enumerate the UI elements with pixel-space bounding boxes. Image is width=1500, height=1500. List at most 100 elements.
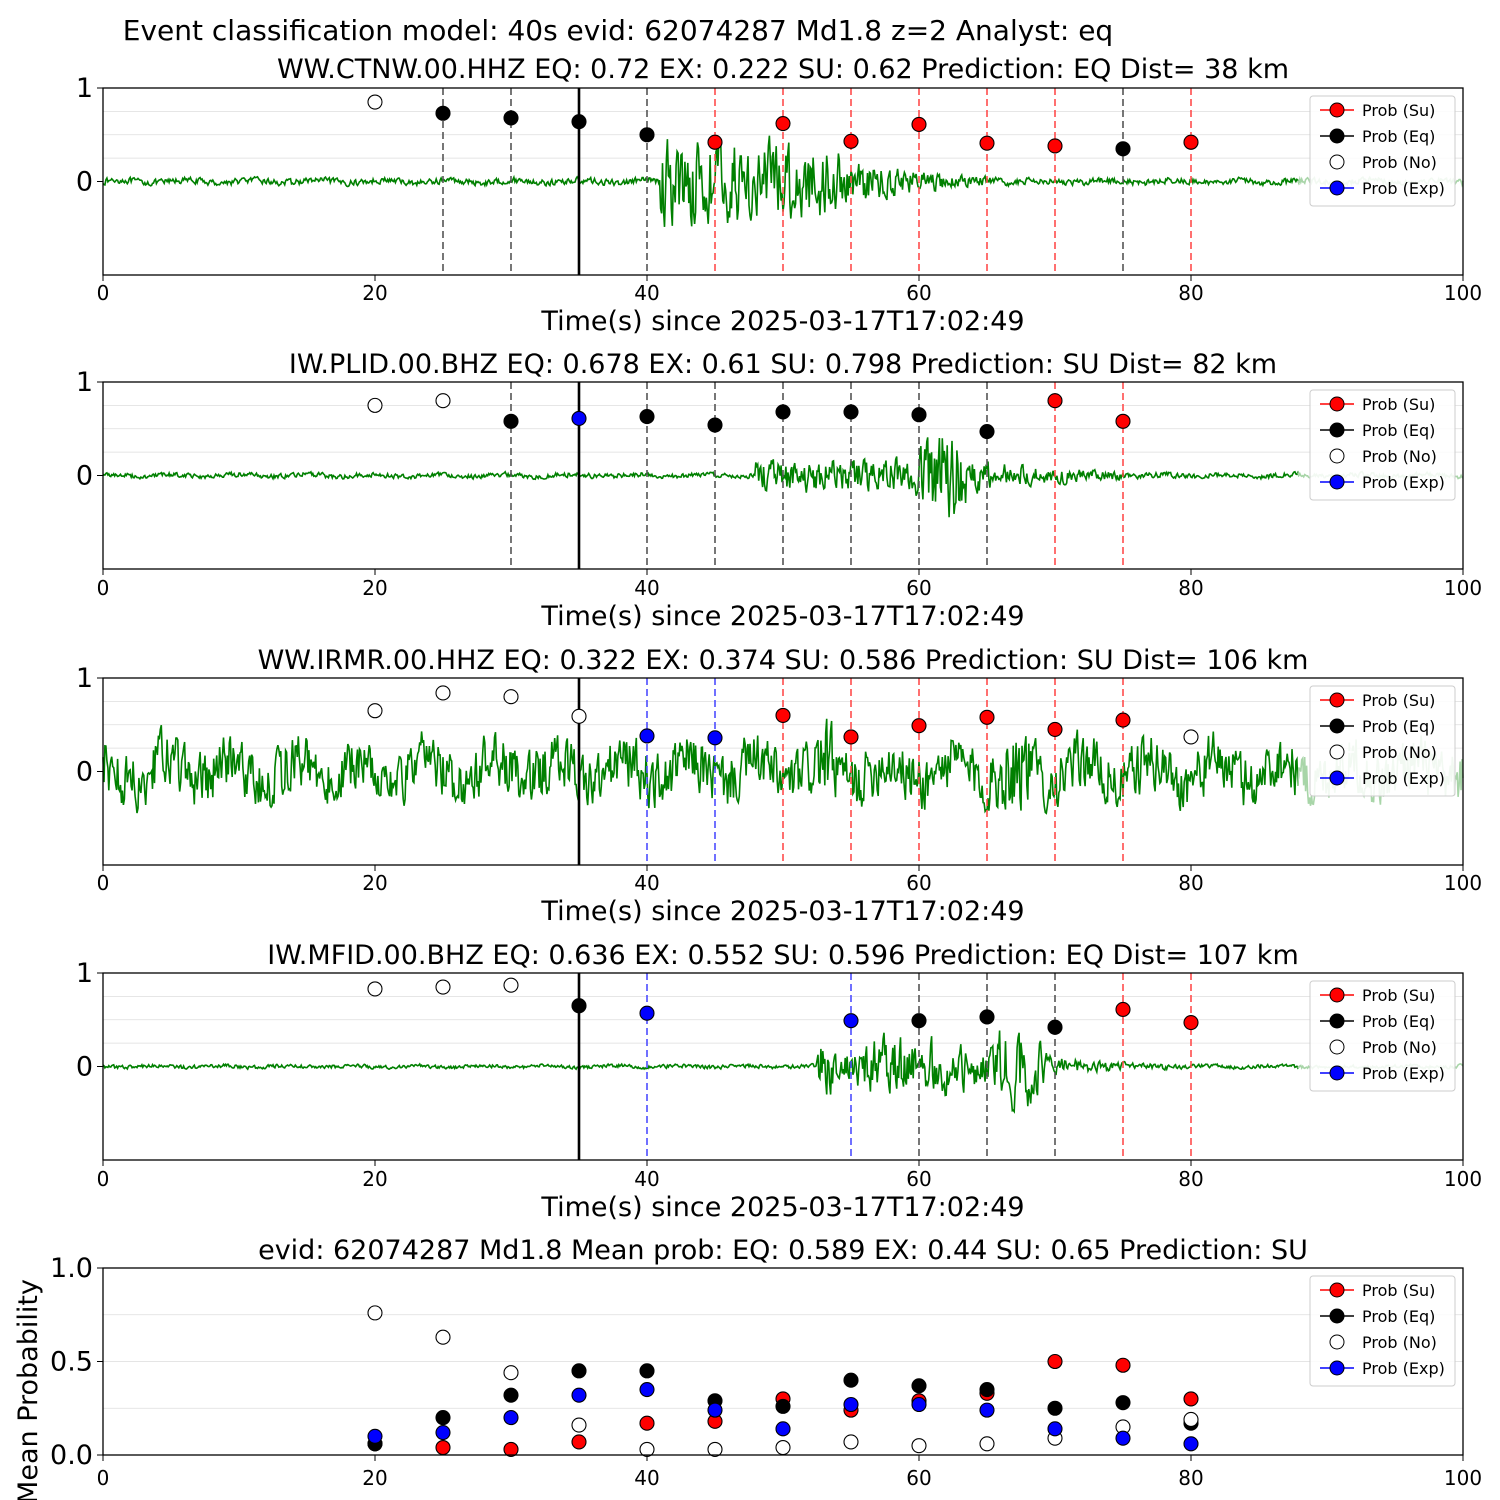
- x-tick-label: 80: [1178, 576, 1203, 600]
- x-tick-label: 40: [634, 1167, 659, 1191]
- legend-marker: [1329, 1308, 1345, 1324]
- mean-prob-point-eq: [979, 1382, 995, 1398]
- y-tick-label: 1: [76, 73, 93, 104]
- x-tick-label: 20: [362, 281, 387, 305]
- mean-prob-point-no: [979, 1436, 995, 1452]
- waveform-trace: [102, 1030, 1301, 1114]
- prob-point-su: [843, 133, 859, 149]
- x-axis-label: Time(s) since 2025-03-17T17:02:49: [540, 306, 1024, 337]
- legend-marker: [1329, 102, 1345, 118]
- prob-point-no: [503, 689, 519, 705]
- prob-point-no: [435, 393, 451, 409]
- prob-point-exp: [571, 410, 587, 427]
- legend-marker: [1329, 1334, 1345, 1350]
- panel-5: evid: 62074287 Md1.8 Mean prob: EQ: 0.58…: [13, 1235, 1482, 1500]
- waveform-trace: [102, 135, 1301, 227]
- mean-prob-point-exp: [1115, 1430, 1131, 1446]
- mean-prob-point-exp: [843, 1396, 859, 1413]
- mean-prob-point-no: [911, 1438, 927, 1454]
- prob-point-no: [435, 685, 451, 701]
- mean-prob-point-exp: [571, 1387, 587, 1403]
- prob-point-eq: [911, 1013, 927, 1029]
- prob-point-su: [775, 707, 791, 723]
- prob-point-exp: [639, 1005, 655, 1021]
- prob-point-su: [911, 718, 927, 734]
- prob-point-no: [367, 94, 383, 110]
- mean-prob-point-exp: [979, 1402, 995, 1418]
- legend-label: Prob (Eq): [1362, 421, 1435, 440]
- legend-label: Prob (No): [1362, 1038, 1437, 1057]
- x-tick-label: 40: [634, 576, 659, 600]
- y-tick-label: 0: [76, 461, 93, 492]
- prob-point-eq: [1047, 1019, 1063, 1035]
- mean-prob-point-su: [571, 1434, 587, 1450]
- prob-point-su: [707, 134, 723, 150]
- mean-prob-point-exp: [1047, 1421, 1063, 1437]
- prob-point-eq: [639, 127, 655, 143]
- y-tick-label: 1.0: [50, 1253, 93, 1284]
- mean-prob-point-exp: [639, 1382, 655, 1398]
- prob-point-su: [979, 135, 995, 151]
- mean-prob-point-eq: [571, 1363, 587, 1379]
- prob-point-exp: [707, 730, 723, 746]
- legend-label: Prob (Eq): [1362, 1012, 1435, 1031]
- x-tick-label: 20: [362, 576, 387, 600]
- panel-4: IW.MFID.00.BHZ EQ: 0.636 EX: 0.552 SU: 0…: [76, 940, 1482, 1223]
- x-tick-label: 0: [97, 576, 110, 600]
- legend-marker: [1329, 744, 1345, 760]
- figure-suptitle: Event classification model: 40s evid: 62…: [123, 14, 1113, 47]
- legend-label: Prob (Su): [1362, 1281, 1435, 1300]
- legend-label: Prob (Su): [1362, 395, 1435, 414]
- legend-box: [1309, 95, 1456, 207]
- legend-marker: [1329, 422, 1345, 438]
- legend-marker: [1329, 396, 1345, 412]
- prob-point-exp: [639, 728, 655, 744]
- prob-point-eq: [1115, 141, 1131, 157]
- x-tick-label: 60: [906, 1466, 931, 1490]
- legend-box: [1309, 980, 1456, 1092]
- x-tick-label: 0: [97, 1167, 110, 1191]
- prob-point-su: [1183, 1015, 1199, 1031]
- prob-point-eq: [639, 409, 655, 425]
- y-tick-label: 0.0: [50, 1440, 93, 1471]
- legend-marker: [1329, 448, 1345, 464]
- legend-marker: [1329, 987, 1345, 1003]
- prob-point-su: [775, 115, 791, 132]
- mean-prob-point-exp: [435, 1425, 451, 1441]
- x-tick-label: 40: [634, 871, 659, 895]
- legend-marker: [1329, 154, 1345, 170]
- mean-prob-point-exp: [1183, 1436, 1199, 1452]
- prob-point-su: [1047, 138, 1063, 154]
- legend-label: Prob (Eq): [1362, 127, 1435, 146]
- y-tick-label: 1: [76, 663, 93, 694]
- mean-prob-point-eq: [1047, 1400, 1063, 1416]
- legend-label: Prob (Su): [1362, 986, 1435, 1005]
- mean-prob-point-eq: [1115, 1395, 1131, 1411]
- y-tick-label: 0: [76, 757, 93, 788]
- x-tick-label: 20: [362, 1466, 387, 1490]
- mean-prob-point-su: [503, 1441, 519, 1457]
- mean-prob-point-exp: [775, 1421, 791, 1437]
- legend-label: Prob (No): [1362, 743, 1437, 762]
- legend-label: Prob (Exp): [1362, 1359, 1445, 1378]
- prob-point-eq: [911, 407, 927, 423]
- y-tick-label: 0.5: [50, 1347, 93, 1378]
- legend-marker: [1329, 1013, 1345, 1029]
- legend-marker: [1329, 692, 1345, 708]
- mean-prob-point-no: [435, 1329, 451, 1345]
- mean-prob-point-exp: [503, 1410, 519, 1426]
- x-tick-label: 20: [362, 871, 387, 895]
- legend-label: Prob (Su): [1362, 691, 1435, 710]
- x-axis-label: Time(s) since 2025-03-17T17:02:49: [540, 601, 1024, 632]
- prob-point-eq: [503, 413, 519, 429]
- legend-label: Prob (Su): [1362, 101, 1435, 120]
- prob-point-eq: [571, 998, 587, 1014]
- legend-marker: [1329, 718, 1345, 734]
- x-axis-label: Time(s) since 2025-03-17T17:02:49: [540, 896, 1024, 927]
- legend-label: Prob (Exp): [1362, 1064, 1445, 1083]
- x-tick-label: 80: [1178, 1466, 1203, 1490]
- prob-point-eq: [707, 417, 723, 433]
- x-tick-label: 100: [1444, 871, 1482, 895]
- legend-label: Prob (No): [1362, 1333, 1437, 1352]
- mean-prob-point-eq: [639, 1363, 655, 1379]
